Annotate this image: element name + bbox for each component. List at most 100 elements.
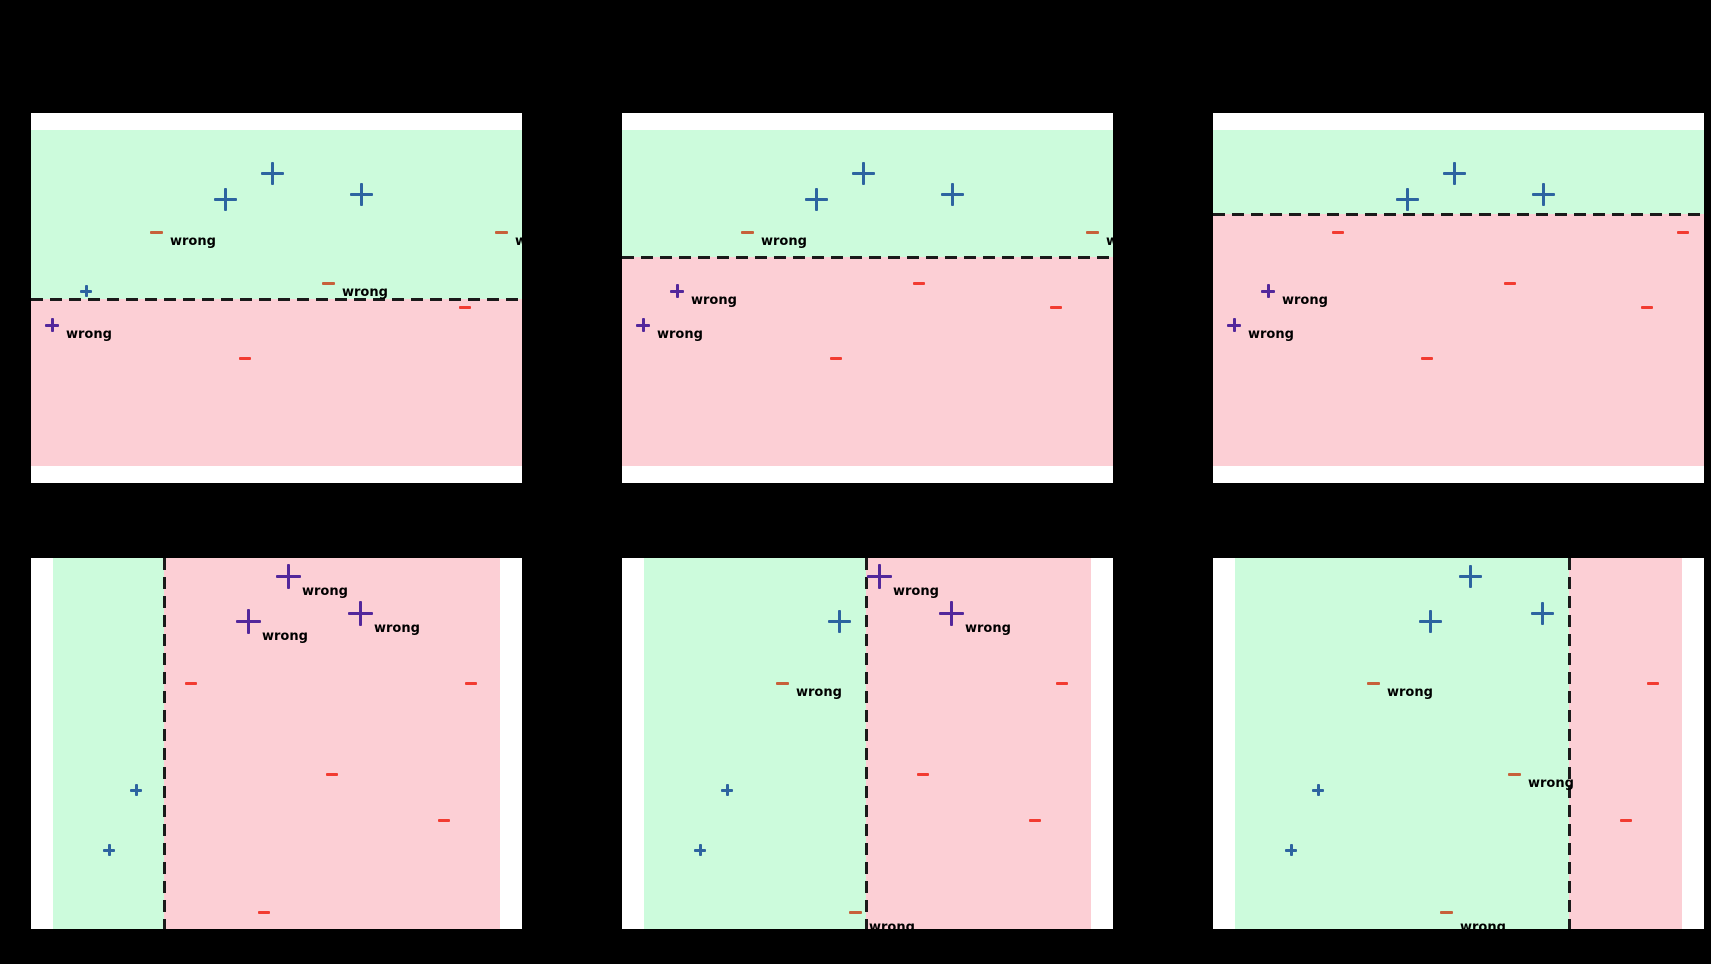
plus-marker <box>1458 564 1482 588</box>
plus-vbar <box>107 844 111 856</box>
plus-vbar <box>675 284 679 298</box>
decision-boundary-dashed-line <box>163 558 166 929</box>
plus-vbar <box>861 161 865 185</box>
decision-boundary-dashed-line <box>622 256 1113 259</box>
plus-vbar <box>837 609 841 633</box>
panel-stump-y-split-2: wrong wrong wrong wrong <box>622 113 1113 483</box>
minus-marker <box>459 305 471 309</box>
negative-region <box>164 558 500 929</box>
wrong-label: wrong <box>796 685 842 700</box>
plus-marker <box>721 784 733 796</box>
wrong-label: wrong <box>1460 920 1506 930</box>
wrong-label: wrong <box>691 293 737 308</box>
minus-marker <box>1641 305 1653 309</box>
plus-marker <box>1395 187 1419 211</box>
minus-marker <box>1620 818 1632 822</box>
minus-marker <box>326 772 338 776</box>
minus-marker <box>1421 356 1433 360</box>
minus-marker <box>1332 230 1344 234</box>
wrong-label: wrong <box>66 327 112 342</box>
plus-marker <box>694 844 706 856</box>
plus-marker <box>260 161 284 185</box>
wrong-label: wrong <box>342 285 388 300</box>
wrong-label: wrong <box>1387 685 1433 700</box>
plus-vbar <box>358 600 362 626</box>
minus-marker-wrong <box>1507 772 1521 776</box>
plus-marker <box>130 784 142 796</box>
positive-region <box>622 130 1113 257</box>
plus-marker <box>1312 784 1324 796</box>
panel-stump-x-split-1: wrong wrong wrong <box>31 558 522 929</box>
plus-marker-wrong <box>866 563 892 589</box>
plus-vbar <box>949 600 953 626</box>
minus-marker <box>1029 818 1041 822</box>
plus-vbar <box>814 187 818 211</box>
minus-marker <box>465 681 477 685</box>
plus-marker-wrong <box>275 563 301 589</box>
plus-marker <box>103 844 115 856</box>
plus-vbar <box>1266 284 1270 298</box>
minus-marker-wrong <box>1085 230 1099 234</box>
plus-vbar <box>1541 182 1545 206</box>
plus-marker-wrong <box>670 284 684 298</box>
minus-marker-wrong <box>1366 681 1380 685</box>
minus-marker-wrong <box>321 281 335 285</box>
panel-stump-x-split-2: wrong wrong wrong wrong <box>622 558 1113 929</box>
minus-marker <box>438 818 450 822</box>
negative-region <box>866 558 1091 929</box>
plus-vbar <box>1468 564 1472 588</box>
minus-marker <box>239 356 251 360</box>
wrong-label: wrong <box>302 584 348 599</box>
plus-marker <box>349 182 373 206</box>
minus-marker <box>917 772 929 776</box>
plus-marker <box>213 187 237 211</box>
wrong-label: wrong <box>1248 327 1294 342</box>
decision-boundary-dashed-line <box>865 558 868 929</box>
plus-vbar <box>134 784 138 796</box>
minus-marker <box>1504 281 1516 285</box>
wrong-label: wrong <box>965 621 1011 636</box>
minus-marker <box>1056 681 1068 685</box>
plus-vbar <box>286 563 290 589</box>
positive-region <box>53 558 164 929</box>
plus-vbar <box>359 182 363 206</box>
plus-marker <box>940 182 964 206</box>
wrong-label: wrong <box>657 327 703 342</box>
panel-stump-y-split-3: wrong wrong <box>1213 113 1704 483</box>
positive-region <box>1235 558 1569 929</box>
minus-marker <box>830 356 842 360</box>
plus-vbar <box>1316 784 1320 796</box>
wrong-label: wrong <box>374 621 420 636</box>
plus-marker <box>827 609 851 633</box>
negative-region <box>1569 558 1682 929</box>
plus-vbar <box>1232 318 1236 332</box>
wrong-label: wrong <box>1282 293 1328 308</box>
minus-marker-wrong <box>1439 910 1453 914</box>
plus-marker <box>1531 182 1555 206</box>
plus-marker-wrong <box>235 608 261 634</box>
wrong-label: wrong <box>893 584 939 599</box>
plus-vbar <box>50 318 54 332</box>
plus-marker-wrong <box>1261 284 1275 298</box>
minus-marker <box>1050 305 1062 309</box>
plus-marker <box>851 161 875 185</box>
decision-boundary-dashed-line <box>1213 213 1704 216</box>
plus-vbar <box>877 563 881 589</box>
plus-vbar <box>641 318 645 332</box>
minus-marker <box>258 910 270 914</box>
plus-vbar <box>246 608 250 634</box>
negative-region <box>31 299 522 466</box>
minus-marker-wrong <box>494 230 508 234</box>
plus-vbar <box>1540 601 1544 625</box>
plus-marker-wrong <box>636 318 650 332</box>
minus-marker-wrong <box>848 910 862 914</box>
plus-marker <box>1418 609 1442 633</box>
wrong-label: wrong <box>1106 234 1113 249</box>
plus-marker <box>1530 601 1554 625</box>
wrong-label: wrong <box>869 920 915 930</box>
plus-vbar <box>1428 609 1432 633</box>
plus-vbar <box>950 182 954 206</box>
minus-marker-wrong <box>740 230 754 234</box>
decision-boundary-dashed-line <box>31 298 522 301</box>
